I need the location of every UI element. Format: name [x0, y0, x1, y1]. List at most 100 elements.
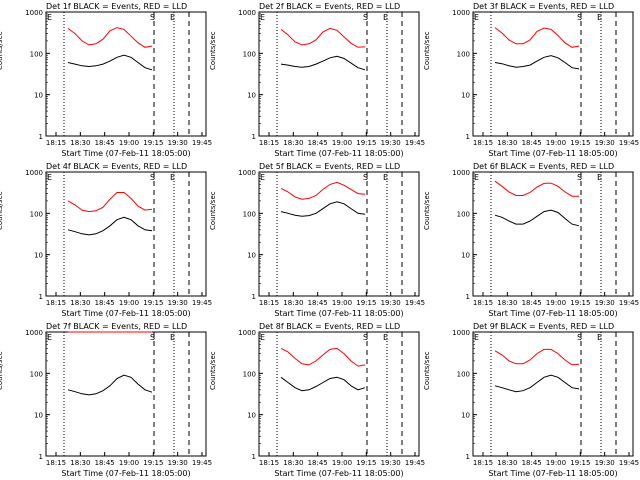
chart-svg: 1 10 100 1000 18:15 18:30 18:45 19:00 19:15 19:30…	[452, 9, 639, 147]
chart-svg: 1 10 100 1000 18:15 18:30 18:45 19:00 19:15 19:30…	[25, 329, 212, 467]
chart-title: Det 5f BLACK = Events, RED = LLD	[259, 162, 401, 171]
x-tick-label: 18:15	[473, 139, 493, 147]
marker-label-e: E	[383, 13, 388, 22]
marker-label-s: S	[577, 13, 582, 22]
chart-title: Det 4f BLACK = Events, RED = LLD	[46, 162, 188, 171]
y-axis-label: Counts/sec	[0, 351, 4, 390]
marker-label-e: E	[47, 13, 52, 22]
x-tick-label: 18:30	[497, 139, 517, 147]
y-axis-label: Counts/sec	[423, 191, 431, 230]
y-tick-label: 1	[466, 453, 470, 461]
x-tick-label: 18:30	[283, 299, 303, 307]
marker-label-e: E	[383, 333, 388, 342]
chart-panel: 1 10 100 1000 18:15 18:30 18:45 19:00 19:15 19:30…	[0, 160, 213, 320]
marker-label-e: E	[170, 13, 175, 22]
y-tick-label: 1000	[238, 169, 256, 177]
x-tick-label: 19:15	[356, 299, 376, 307]
x-tick-label: 18:45	[95, 299, 115, 307]
x-axis-label: Start Time (07-Feb-11 18:05:00)	[274, 149, 404, 158]
y-tick-label: 1000	[238, 9, 256, 17]
y-tick-label: 1000	[25, 169, 43, 177]
x-tick-label: 19:45	[192, 139, 212, 147]
series-line-events	[280, 376, 366, 392]
x-axis-label: Start Time (07-Feb-11 18:05:00)	[61, 469, 191, 478]
marker-label-s: S	[150, 333, 155, 342]
series-line-lld	[494, 348, 580, 366]
x-tick-label: 19:00	[546, 299, 566, 307]
x-tick-label: 19:00	[332, 459, 352, 467]
plot-frame	[258, 331, 420, 457]
x-tick-label: 18:45	[308, 459, 328, 467]
x-axis-label: Start Time (07-Feb-11 18:05:00)	[274, 309, 404, 318]
chart-title: Det 8f BLACK = Events, RED = LLD	[259, 322, 401, 331]
chart-panel: 1 10 100 1000 18:15 18:30 18:45 19:00 19:15 19:30…	[0, 0, 213, 160]
series-line-lld	[67, 192, 153, 213]
marker-label-e: E	[47, 173, 52, 182]
x-tick-label: 19:45	[405, 139, 425, 147]
chart-panel: 1 10 100 1000 18:15 18:30 18:45 19:00 19:15 19:30…	[423, 320, 640, 480]
x-tick-label: 18:15	[259, 139, 279, 147]
chart-svg: 1 10 100 1000 18:15 18:30 18:45 19:00 19:15 19:30…	[238, 169, 425, 307]
x-tick-label: 19:45	[619, 459, 639, 467]
x-tick-label: 18:45	[308, 299, 328, 307]
x-tick-label: 19:15	[143, 459, 163, 467]
x-tick-label: 18:15	[46, 139, 66, 147]
y-tick-label: 1000	[452, 169, 470, 177]
y-tick-label: 10	[461, 252, 470, 260]
chart-title: Det 7f BLACK = Events, RED = LLD	[46, 322, 188, 331]
y-tick-label: 10	[34, 92, 43, 100]
x-tick-label: 18:15	[473, 459, 493, 467]
chart-title: Det 2f BLACK = Events, RED = LLD	[259, 2, 401, 11]
marker-label-s: S	[150, 173, 155, 182]
x-tick-label: 18:15	[473, 299, 493, 307]
series-line-events	[67, 216, 153, 236]
series-line-lld	[67, 27, 153, 48]
series-line-events	[67, 54, 153, 71]
x-tick-label: 18:45	[522, 139, 542, 147]
x-tick-label: 19:45	[405, 299, 425, 307]
marker-label-s: S	[577, 333, 582, 342]
y-tick-label: 10	[247, 92, 256, 100]
x-axis-label: Start Time (07-Feb-11 18:05:00)	[274, 469, 404, 478]
x-tick-label: 19:30	[595, 459, 615, 467]
series-line-events	[280, 55, 366, 71]
marker-label-e: E	[170, 333, 175, 342]
y-tick-label: 100	[30, 50, 43, 58]
x-tick-label: 18:45	[308, 139, 328, 147]
x-axis-label: Start Time (07-Feb-11 18:05:00)	[61, 149, 191, 158]
chart-panel: 1 10 100 1000 18:15 18:30 18:45 19:00 19:15 19:30…	[209, 0, 426, 160]
y-tick-label: 1	[252, 133, 256, 141]
marker-label-e: E	[597, 13, 602, 22]
x-tick-label: 18:45	[522, 459, 542, 467]
series-line-events	[494, 55, 580, 70]
x-tick-label: 19:45	[619, 299, 639, 307]
chart-panel: 1 10 100 1000 18:15 18:30 18:45 19:00 19:15 19:30…	[423, 0, 640, 160]
plot-frame	[472, 331, 634, 457]
x-tick-label: 19:15	[356, 139, 376, 147]
x-tick-label: 19:00	[119, 459, 139, 467]
marker-label-e: E	[474, 13, 479, 22]
x-tick-label: 18:30	[70, 459, 90, 467]
x-tick-label: 19:15	[143, 299, 163, 307]
chart-svg: 1 10 100 1000 18:15 18:30 18:45 19:00 19:15 19:30…	[238, 9, 425, 147]
y-tick-label: 1000	[238, 329, 256, 337]
chart-title: Det 1f BLACK = Events, RED = LLD	[46, 2, 188, 11]
marker-label-e: E	[260, 333, 265, 342]
x-tick-label: 19:00	[119, 299, 139, 307]
x-tick-label: 19:30	[381, 459, 401, 467]
y-tick-label: 10	[34, 252, 43, 260]
y-tick-label: 100	[457, 210, 470, 218]
y-tick-label: 1000	[452, 329, 470, 337]
x-tick-label: 18:15	[259, 299, 279, 307]
y-tick-label: 1	[39, 453, 43, 461]
marker-label-e: E	[383, 173, 388, 182]
marker-label-s: S	[577, 173, 582, 182]
y-axis-label: Counts/sec	[209, 191, 217, 230]
chart-title: Det 3f BLACK = Events, RED = LLD	[473, 2, 615, 11]
series-line-events	[67, 374, 153, 396]
y-tick-label: 10	[247, 412, 256, 420]
series-line-events	[494, 374, 580, 393]
chart-panel: 1 10 100 1000 18:15 18:30 18:45 19:00 19:15 19:30…	[209, 160, 426, 320]
y-tick-label: 1	[252, 453, 256, 461]
